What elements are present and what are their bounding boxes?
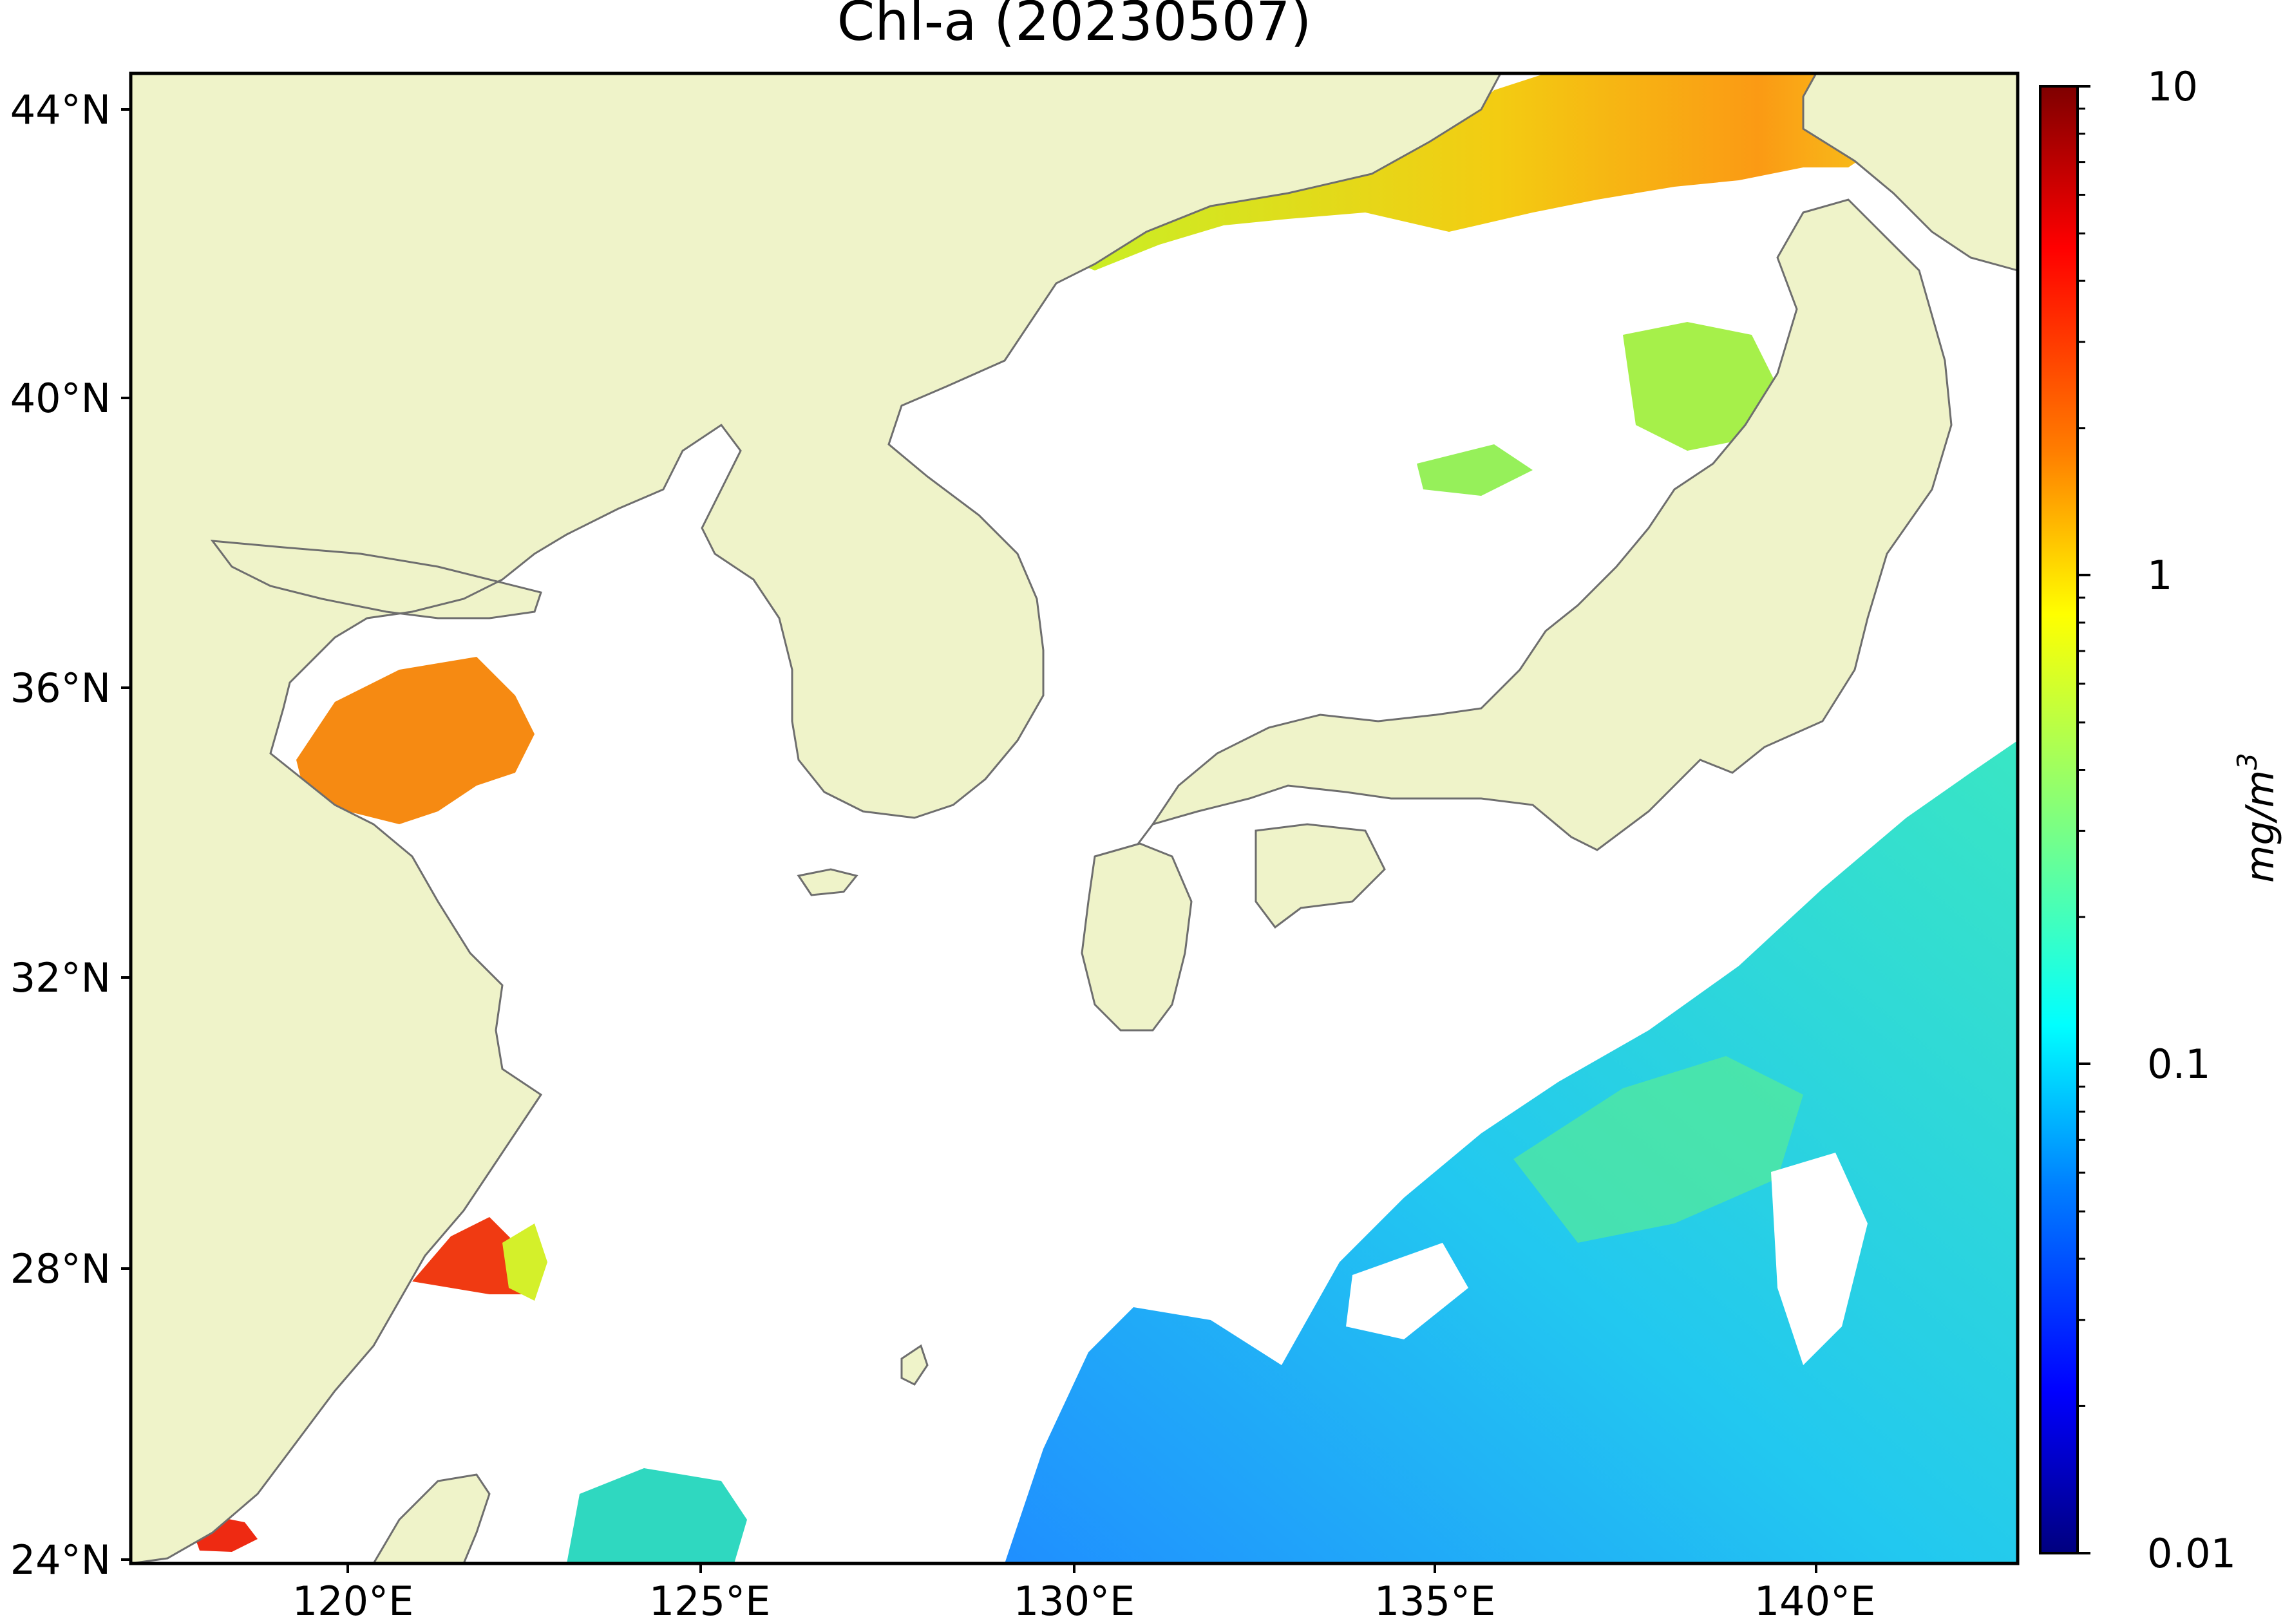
colorbar-gradient [2039, 85, 2079, 1554]
lat-tick-label: 28°N [10, 1245, 111, 1292]
colorbar-tick-label: 0.1 [2147, 1041, 2211, 1088]
lat-tick-label: 32°N [10, 954, 111, 1001]
colorbar-minor-ticks [2078, 108, 2085, 1407]
taiwan-strait-patch [567, 1468, 747, 1563]
lon-tick-label: 120°E [292, 1578, 414, 1624]
honshu-island [1132, 198, 1953, 851]
okinawa-island [900, 1344, 929, 1386]
lon-tick-label: 130°E [1014, 1578, 1135, 1624]
lon-tick-label: 125°E [649, 1578, 771, 1624]
lon-tick-label: 140°E [1754, 1578, 1876, 1624]
colorbar-unit-label: mg/m3 [2231, 753, 2283, 883]
colorbar-tick-label: 10 [2147, 63, 2198, 110]
lat-tick-label: 36°N [10, 665, 111, 712]
hokkaido-island [1802, 73, 2018, 272]
shikoku-island [1255, 823, 1386, 929]
colorbar-tick-label: 0.01 [2147, 1530, 2236, 1577]
lat-tick-label: 24°N [10, 1536, 111, 1583]
asian-mainland [131, 73, 1502, 1563]
japan-sea-scatter-chlorophyll [1417, 444, 1533, 496]
lat-tick-label: 44°N [10, 86, 111, 133]
taiwan-island [372, 1473, 491, 1563]
map-title: Chl-a (20230507) [837, 0, 1312, 53]
zhejiang-offshore-chlorophyll [502, 1223, 547, 1301]
longitude-axis: 120°E 125°E 130°E 135°E 140°E [292, 1563, 1876, 1624]
lat-tick-label: 40°N [10, 375, 111, 422]
japan-sea-north-chlorophyll [1063, 73, 1932, 270]
japan-sea-mid-chlorophyll [1623, 322, 1777, 451]
jiangsu-coast-chlorophyll [296, 657, 535, 824]
map-panel [131, 73, 2018, 1563]
kyushu-island [1081, 842, 1193, 1032]
latitude-axis: 44°N 40°N 36°N 32°N 28°N 24°N [10, 86, 131, 1583]
colorbar-tick-label: 1 [2147, 552, 2172, 599]
cloud-gap-2 [1346, 1243, 1468, 1339]
ocean-green-patch [1513, 1056, 1803, 1243]
land-masses [131, 73, 2018, 1563]
lon-tick-label: 135°E [1374, 1578, 1496, 1624]
cloud-gap-1 [1771, 1153, 1868, 1365]
open-ocean-chlorophyll-swath [1005, 741, 2018, 1563]
jeju-island [797, 868, 858, 896]
colorbar: 10 1 0.1 0.01 mg/m3 [2039, 63, 2283, 1577]
